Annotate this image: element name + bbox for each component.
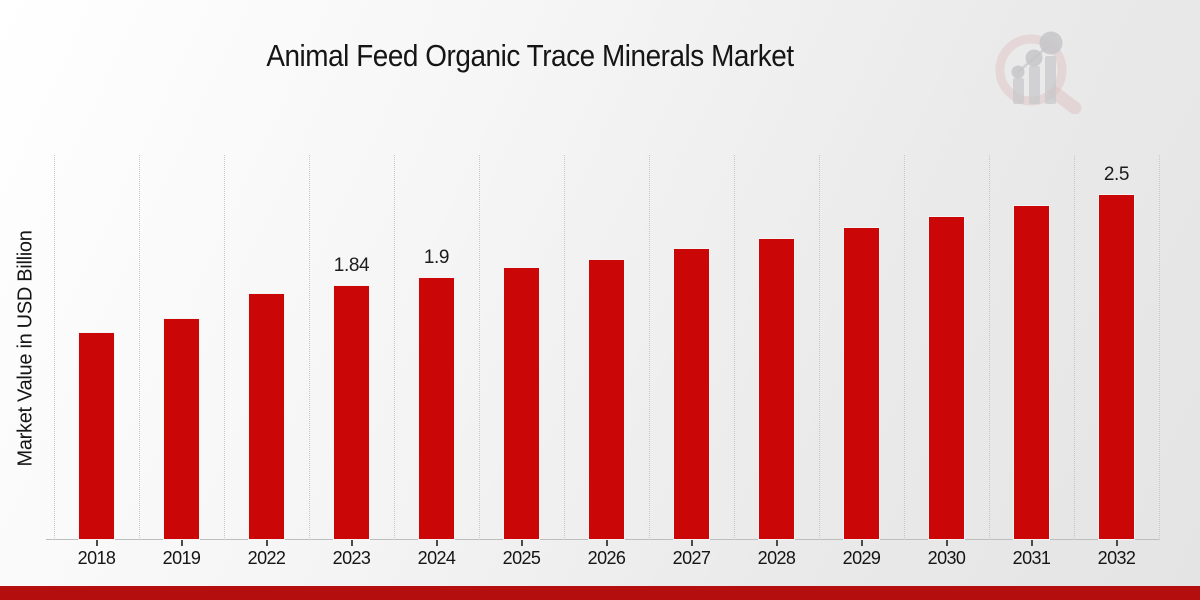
x-axis-tick — [1115, 540, 1118, 546]
x-axis-tick — [945, 540, 948, 546]
x-axis-label-2030: 2030 — [927, 548, 966, 568]
y-axis-label: Market Value in USD Billion — [14, 230, 37, 467]
x-axis-tick — [775, 540, 778, 546]
gridline — [479, 155, 480, 540]
x-axis-label-2024: 2024 — [417, 548, 456, 568]
bar-2029 — [843, 227, 880, 540]
x-axis-tick — [1030, 540, 1033, 546]
x-axis-tick — [605, 540, 608, 546]
bar-2030 — [928, 215, 965, 540]
x-axis-tick — [350, 540, 353, 546]
bar-2022 — [248, 293, 285, 540]
magnifier-bar-chart-logo — [995, 31, 1082, 114]
gridline — [734, 155, 735, 540]
x-axis-label-2023: 2023 — [332, 548, 371, 568]
x-axis-label-2026: 2026 — [587, 548, 626, 568]
x-axis-label-2025: 2025 — [502, 548, 541, 568]
gridline — [649, 155, 650, 540]
gridline — [224, 155, 225, 540]
footer-accent-bar — [0, 586, 1200, 600]
chart-title: Animal Feed Organic Trace Minerals Marke… — [266, 38, 794, 73]
x-axis-label-2031: 2031 — [1012, 548, 1051, 568]
gridline — [819, 155, 820, 540]
x-axis-tick — [520, 540, 523, 546]
x-axis-tick — [690, 540, 693, 546]
gridline — [309, 155, 310, 540]
x-axis-label-2028: 2028 — [757, 548, 796, 568]
bar-2019 — [163, 318, 200, 540]
bar-value-label-2023: 1.84 — [333, 255, 370, 277]
x-axis-label-2027: 2027 — [672, 548, 711, 568]
bar-2018 — [78, 332, 115, 540]
bar-2023 — [333, 285, 370, 540]
bar-2027 — [673, 247, 710, 540]
bar-2028 — [758, 238, 795, 540]
bar-value-label-2024: 1.9 — [423, 246, 450, 268]
gridline — [904, 155, 905, 540]
gridline — [989, 155, 990, 540]
x-axis-label-2018: 2018 — [77, 548, 116, 568]
gridline — [54, 155, 55, 540]
x-axis-tick — [180, 540, 183, 546]
x-axis-tick — [860, 540, 863, 546]
gridline — [1159, 155, 1160, 540]
x-axis-label-2022: 2022 — [247, 548, 286, 568]
x-axis-tick — [435, 540, 438, 546]
x-axis-tick — [265, 540, 268, 546]
bar-2032 — [1098, 193, 1135, 540]
bar-2024 — [418, 276, 455, 540]
bar-value-label-2032: 2.5 — [1103, 163, 1130, 185]
x-axis-tick — [95, 540, 98, 546]
x-axis-label-2019: 2019 — [162, 548, 201, 568]
gridline — [394, 155, 395, 540]
gridline — [564, 155, 565, 540]
x-axis-label-2029: 2029 — [842, 548, 881, 568]
x-axis-label-2032: 2032 — [1097, 548, 1136, 568]
bar-2031 — [1013, 204, 1050, 540]
gridline — [1074, 155, 1075, 540]
bar-2025 — [503, 267, 540, 540]
bar-2026 — [588, 258, 625, 540]
gridline — [139, 155, 140, 540]
